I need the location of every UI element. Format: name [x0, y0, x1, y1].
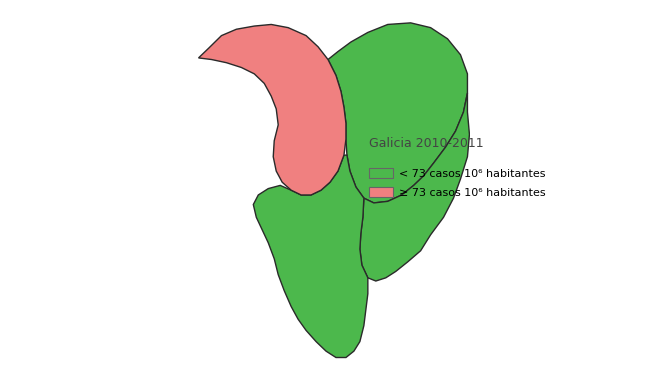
Legend: < 73 casos 10⁶ habitantes, ≥ 73 casos 10⁶ habitantes: < 73 casos 10⁶ habitantes, ≥ 73 casos 10…	[365, 163, 550, 202]
Polygon shape	[199, 24, 346, 195]
Polygon shape	[254, 155, 368, 358]
Text: Galicia 2010-2011: Galicia 2010-2011	[369, 137, 483, 150]
Polygon shape	[328, 23, 467, 203]
Polygon shape	[360, 93, 469, 281]
